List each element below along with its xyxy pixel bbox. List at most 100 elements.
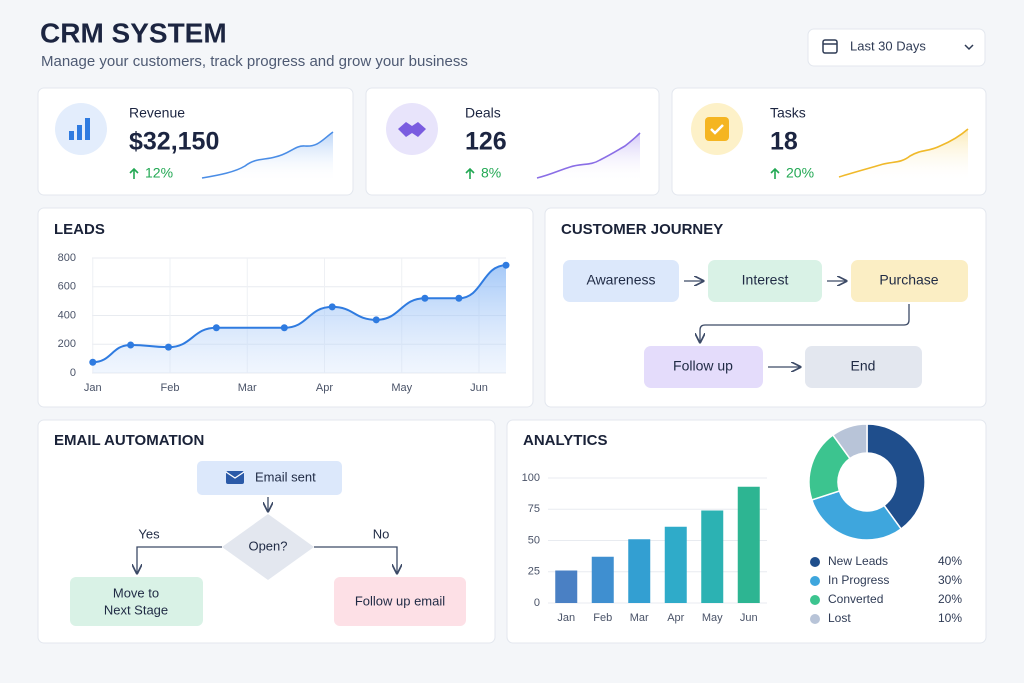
email-node	[334, 577, 466, 626]
kpi-change: 8%	[481, 165, 501, 181]
bar	[555, 570, 578, 603]
journey-label: End	[851, 358, 876, 374]
legend-value: 20%	[938, 592, 962, 606]
envelope-flap	[225, 471, 245, 479]
point	[212, 324, 220, 332]
point	[372, 316, 380, 324]
kpi-change: 12%	[145, 165, 173, 181]
y-tick-label: 75	[528, 503, 540, 515]
point	[455, 294, 463, 302]
subtitle: Manage your customers, track progress an…	[41, 53, 468, 70]
x-tick-label: May	[391, 382, 412, 394]
edge-label: No	[373, 526, 390, 541]
y-tick-label: 100	[522, 472, 540, 484]
x-tick-label: Mar	[238, 382, 257, 394]
journey-label: Follow up	[673, 358, 733, 374]
up-arrow	[465, 167, 475, 179]
legend-swatch	[810, 576, 820, 586]
bar	[737, 486, 760, 603]
legend-label: Converted	[828, 592, 883, 606]
bar	[701, 510, 724, 603]
sparkline	[838, 128, 969, 178]
y-tick-label: 800	[58, 252, 76, 264]
edge-label: Yes	[138, 526, 160, 541]
donut-segment	[831, 423, 868, 460]
legend-label: New Leads	[828, 554, 888, 568]
arrow	[137, 546, 222, 573]
bar	[628, 539, 651, 603]
email-label: Move to	[113, 585, 159, 600]
legend-value: 40%	[938, 554, 962, 568]
y-tick-label: 0	[70, 367, 76, 379]
arrow	[700, 304, 910, 342]
line	[92, 264, 507, 364]
sparkline	[536, 132, 641, 179]
x-tick-label: Apr	[316, 382, 333, 394]
date-filter-box[interactable]	[807, 28, 986, 67]
kpi-value: 18	[770, 128, 798, 156]
legend-swatch	[810, 557, 820, 567]
tasks-icon	[705, 117, 729, 141]
x-tick-label: Feb	[593, 612, 612, 624]
journey-label: Interest	[742, 272, 789, 288]
card-title: EMAIL AUTOMATION	[54, 432, 204, 449]
journey-node	[805, 346, 922, 388]
deals-icon	[398, 122, 426, 137]
journey-node	[644, 346, 763, 388]
x-tick-label: Jun	[740, 612, 758, 624]
title: CRM SYSTEM	[40, 17, 227, 48]
y-tick-label: 600	[58, 281, 76, 293]
y-tick-label: 400	[58, 309, 76, 321]
y-tick-label: 50	[528, 534, 540, 546]
sparkline-area	[839, 129, 968, 182]
point	[421, 294, 429, 302]
date-filter-label[interactable]: Last 30 Days	[850, 38, 926, 53]
kpi-value: $32,150	[129, 128, 219, 156]
y-tick-label: 0	[534, 597, 540, 609]
x-tick-label: Apr	[667, 612, 684, 624]
y-tick-label: 25	[528, 566, 540, 578]
kpi-label: Deals	[465, 105, 501, 121]
area	[92, 265, 506, 373]
tasks-check	[710, 124, 724, 135]
sparkline	[201, 131, 334, 179]
x-tick-label: Feb	[161, 382, 180, 394]
y-tick-label: 200	[58, 338, 76, 350]
kpi-change: 20%	[786, 165, 814, 181]
point	[502, 261, 510, 269]
x-tick-label: Mar	[630, 612, 649, 624]
x-tick-label: Jun	[470, 382, 488, 394]
donut-segment	[866, 423, 926, 530]
journey-label: Purchase	[879, 272, 938, 288]
email-label: Follow up email	[355, 593, 445, 608]
arrow	[314, 546, 397, 573]
legend-swatch	[810, 595, 820, 605]
donut-segment	[810, 490, 903, 541]
chevron[interactable]	[964, 44, 974, 51]
legend-label: Lost	[828, 611, 851, 625]
x-tick-label: Jan	[84, 382, 102, 394]
card-title: LEADS	[54, 221, 105, 238]
date-filter[interactable]: Last 30 Days	[807, 28, 986, 67]
card-title: CUSTOMER JOURNEY	[561, 221, 723, 238]
bar	[664, 526, 687, 603]
email-node	[197, 461, 342, 495]
email-node	[70, 577, 203, 626]
x-tick-label: Jan	[557, 612, 575, 624]
up-arrow	[129, 167, 139, 179]
email-label: Email sent	[255, 469, 316, 484]
point	[328, 303, 336, 311]
journey-label: Awareness	[586, 272, 655, 288]
up-arrow	[770, 167, 780, 179]
bar	[591, 556, 614, 603]
point	[127, 341, 135, 349]
journey-node	[708, 260, 822, 302]
revenue-icon	[69, 118, 90, 140]
point	[89, 358, 97, 366]
sparkline-area	[202, 132, 333, 182]
legend-label: In Progress	[828, 573, 889, 587]
decision-node	[222, 514, 314, 580]
journey-node	[851, 260, 968, 302]
card-title: ANALYTICS	[523, 432, 607, 449]
